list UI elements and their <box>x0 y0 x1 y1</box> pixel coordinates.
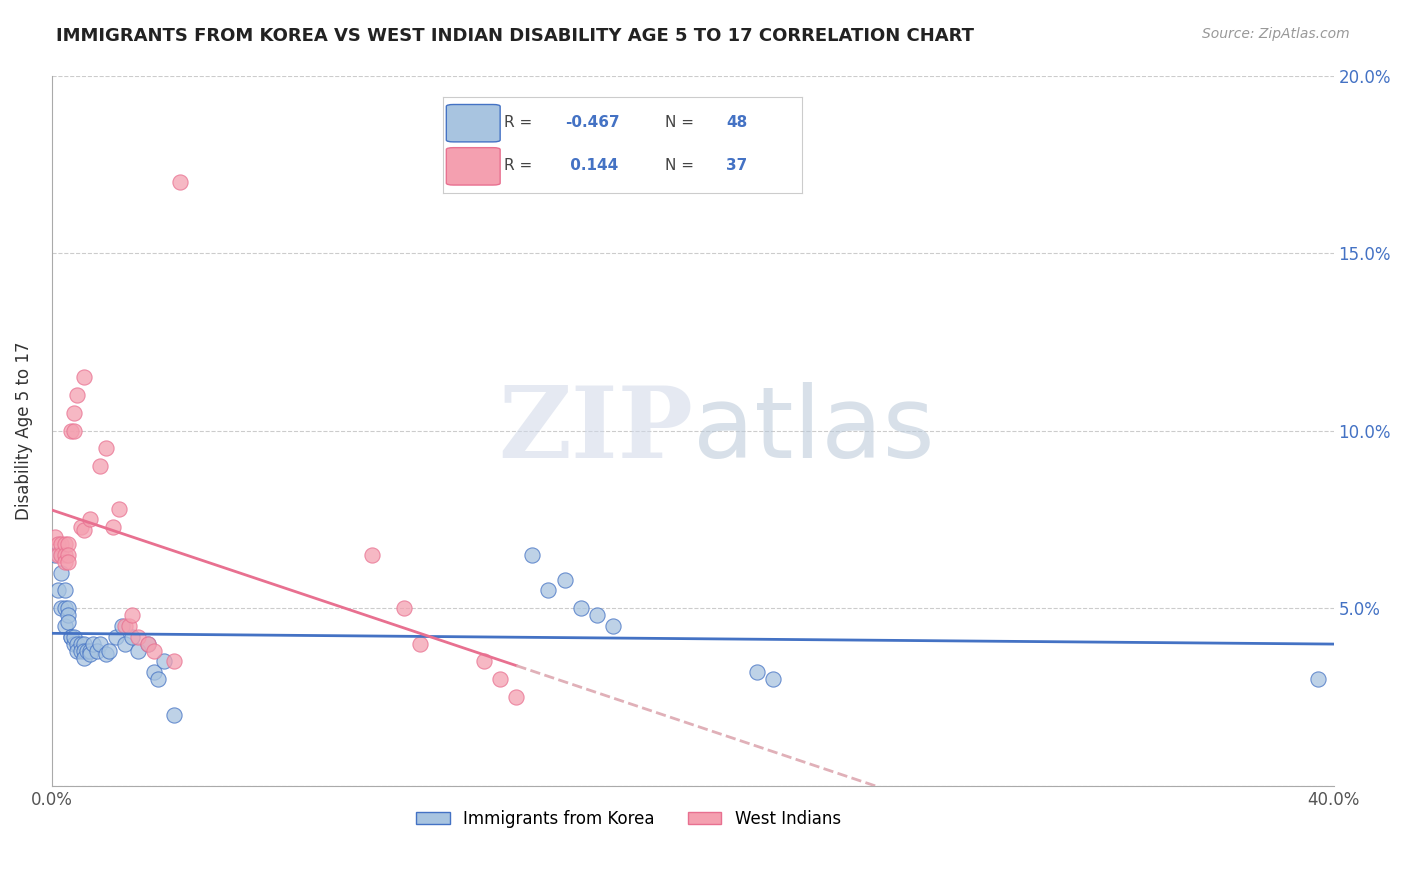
Point <box>53 555 76 569</box>
Point <box>59 630 82 644</box>
Point <box>1306 672 1329 686</box>
Point <box>76 644 98 658</box>
Point <box>153 655 176 669</box>
Point <box>56 548 79 562</box>
Point <box>73 523 96 537</box>
Point <box>79 644 101 658</box>
Point <box>96 648 118 662</box>
Point <box>73 651 96 665</box>
Point <box>489 672 512 686</box>
Point <box>121 608 143 623</box>
Point <box>73 637 96 651</box>
Point <box>56 615 79 630</box>
Text: IMMIGRANTS FROM KOREA VS WEST INDIAN DISABILITY AGE 5 TO 17 CORRELATION CHART: IMMIGRANTS FROM KOREA VS WEST INDIAN DIS… <box>56 27 974 45</box>
Point <box>82 637 104 651</box>
Point <box>63 406 86 420</box>
Point <box>745 665 768 680</box>
Point <box>136 637 159 651</box>
Point <box>553 573 575 587</box>
Point <box>79 648 101 662</box>
Point <box>46 537 69 551</box>
Point <box>361 548 384 562</box>
Y-axis label: Disability Age 5 to 17: Disability Age 5 to 17 <box>15 342 32 520</box>
Point <box>46 583 69 598</box>
Point <box>66 388 89 402</box>
Point <box>143 665 166 680</box>
Point <box>51 566 73 580</box>
Point <box>162 707 184 722</box>
Point <box>66 644 89 658</box>
Point <box>121 630 143 644</box>
Point <box>118 619 141 633</box>
Point <box>162 655 184 669</box>
Point <box>51 601 73 615</box>
Point <box>44 530 66 544</box>
Point <box>108 501 131 516</box>
Point <box>59 424 82 438</box>
Point <box>394 601 416 615</box>
Point <box>127 630 149 644</box>
Point <box>46 548 69 562</box>
Point <box>89 459 111 474</box>
Point <box>537 583 560 598</box>
Point <box>89 637 111 651</box>
Point <box>44 548 66 562</box>
Point <box>111 619 134 633</box>
Text: Source: ZipAtlas.com: Source: ZipAtlas.com <box>1202 27 1350 41</box>
Point <box>53 583 76 598</box>
Point <box>53 619 76 633</box>
Text: ZIP: ZIP <box>498 382 693 479</box>
Point <box>73 370 96 384</box>
Point <box>409 637 432 651</box>
Legend: Immigrants from Korea, West Indians: Immigrants from Korea, West Indians <box>409 803 848 834</box>
Point <box>585 608 607 623</box>
Point <box>96 442 118 456</box>
Point <box>69 637 91 651</box>
Point <box>59 630 82 644</box>
Point <box>114 637 136 651</box>
Point <box>86 644 108 658</box>
Point <box>101 519 124 533</box>
Point <box>569 601 592 615</box>
Point <box>762 672 785 686</box>
Point <box>127 644 149 658</box>
Point <box>474 655 496 669</box>
Point <box>63 424 86 438</box>
Point <box>66 637 89 651</box>
Point <box>73 644 96 658</box>
Point <box>143 644 166 658</box>
Point <box>51 548 73 562</box>
Point <box>136 637 159 651</box>
Point <box>79 512 101 526</box>
Point <box>63 637 86 651</box>
Point <box>56 537 79 551</box>
Point <box>53 601 76 615</box>
Point <box>69 644 91 658</box>
Point <box>114 619 136 633</box>
Point <box>505 690 527 704</box>
Point <box>56 555 79 569</box>
Point <box>51 537 73 551</box>
Point <box>98 644 121 658</box>
Point <box>602 619 624 633</box>
Point <box>169 175 191 189</box>
Point <box>53 537 76 551</box>
Point <box>53 548 76 562</box>
Point <box>522 548 544 562</box>
Point <box>56 601 79 615</box>
Point <box>63 630 86 644</box>
Point <box>69 519 91 533</box>
Point <box>104 630 127 644</box>
Point <box>146 672 169 686</box>
Text: atlas: atlas <box>693 382 935 479</box>
Point <box>56 608 79 623</box>
